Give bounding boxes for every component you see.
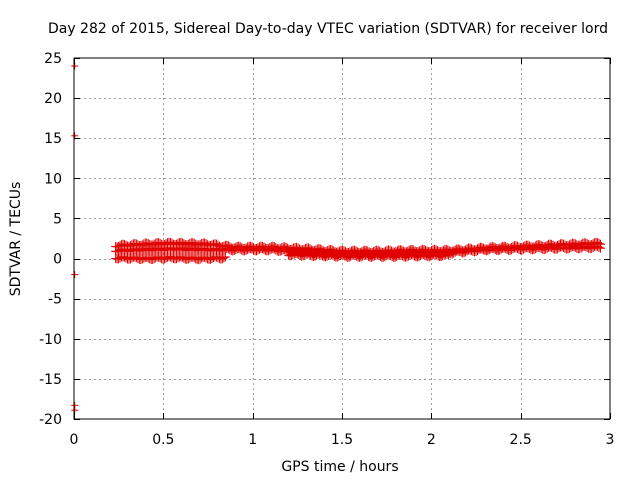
- chart-title: Day 282 of 2015, Sidereal Day-to-day VTE…: [48, 21, 608, 37]
- y-tick-label: 5: [53, 211, 62, 227]
- y-axis-title: SDTVAR / TECUs: [8, 182, 24, 297]
- data-point: [596, 243, 606, 253]
- y-tick-label: -20: [39, 412, 62, 428]
- x-tick-labels: 0 0.5 1 1.5 2 2.5 3: [70, 432, 615, 448]
- y-tick-label: -15: [39, 372, 62, 388]
- x-tick-label: 2: [427, 432, 436, 448]
- data-point: [71, 406, 79, 414]
- y-tick-label: 25: [44, 51, 62, 67]
- y-tick-label: 0: [53, 252, 62, 268]
- data-point: [442, 249, 452, 259]
- y-tick-label: -10: [39, 332, 62, 348]
- y-tick-label: 15: [44, 131, 62, 147]
- x-tick-label: 1: [248, 432, 257, 448]
- grid-lines: [74, 58, 610, 419]
- data-points: [71, 62, 606, 414]
- x-tick-label: 0.5: [152, 432, 174, 448]
- data-point: [594, 242, 604, 252]
- y-tick-label: -5: [48, 292, 62, 308]
- data-point: [71, 271, 79, 279]
- y-tick-label: 10: [44, 171, 62, 187]
- x-tick-label: 2.5: [510, 432, 532, 448]
- data-point: [220, 252, 230, 262]
- data-point: [444, 250, 454, 260]
- y-tick-labels: -20 -15 -10 -5 0 5 10 15 20 25: [39, 51, 62, 428]
- axis-ticks: [74, 58, 611, 420]
- x-tick-label: 3: [606, 432, 615, 448]
- y-tick-label: 20: [44, 91, 62, 107]
- x-tick-label: 1.5: [331, 432, 353, 448]
- x-axis-title: GPS time / hours: [281, 459, 398, 475]
- data-point: [219, 253, 229, 263]
- x-tick-label: 0: [70, 432, 79, 448]
